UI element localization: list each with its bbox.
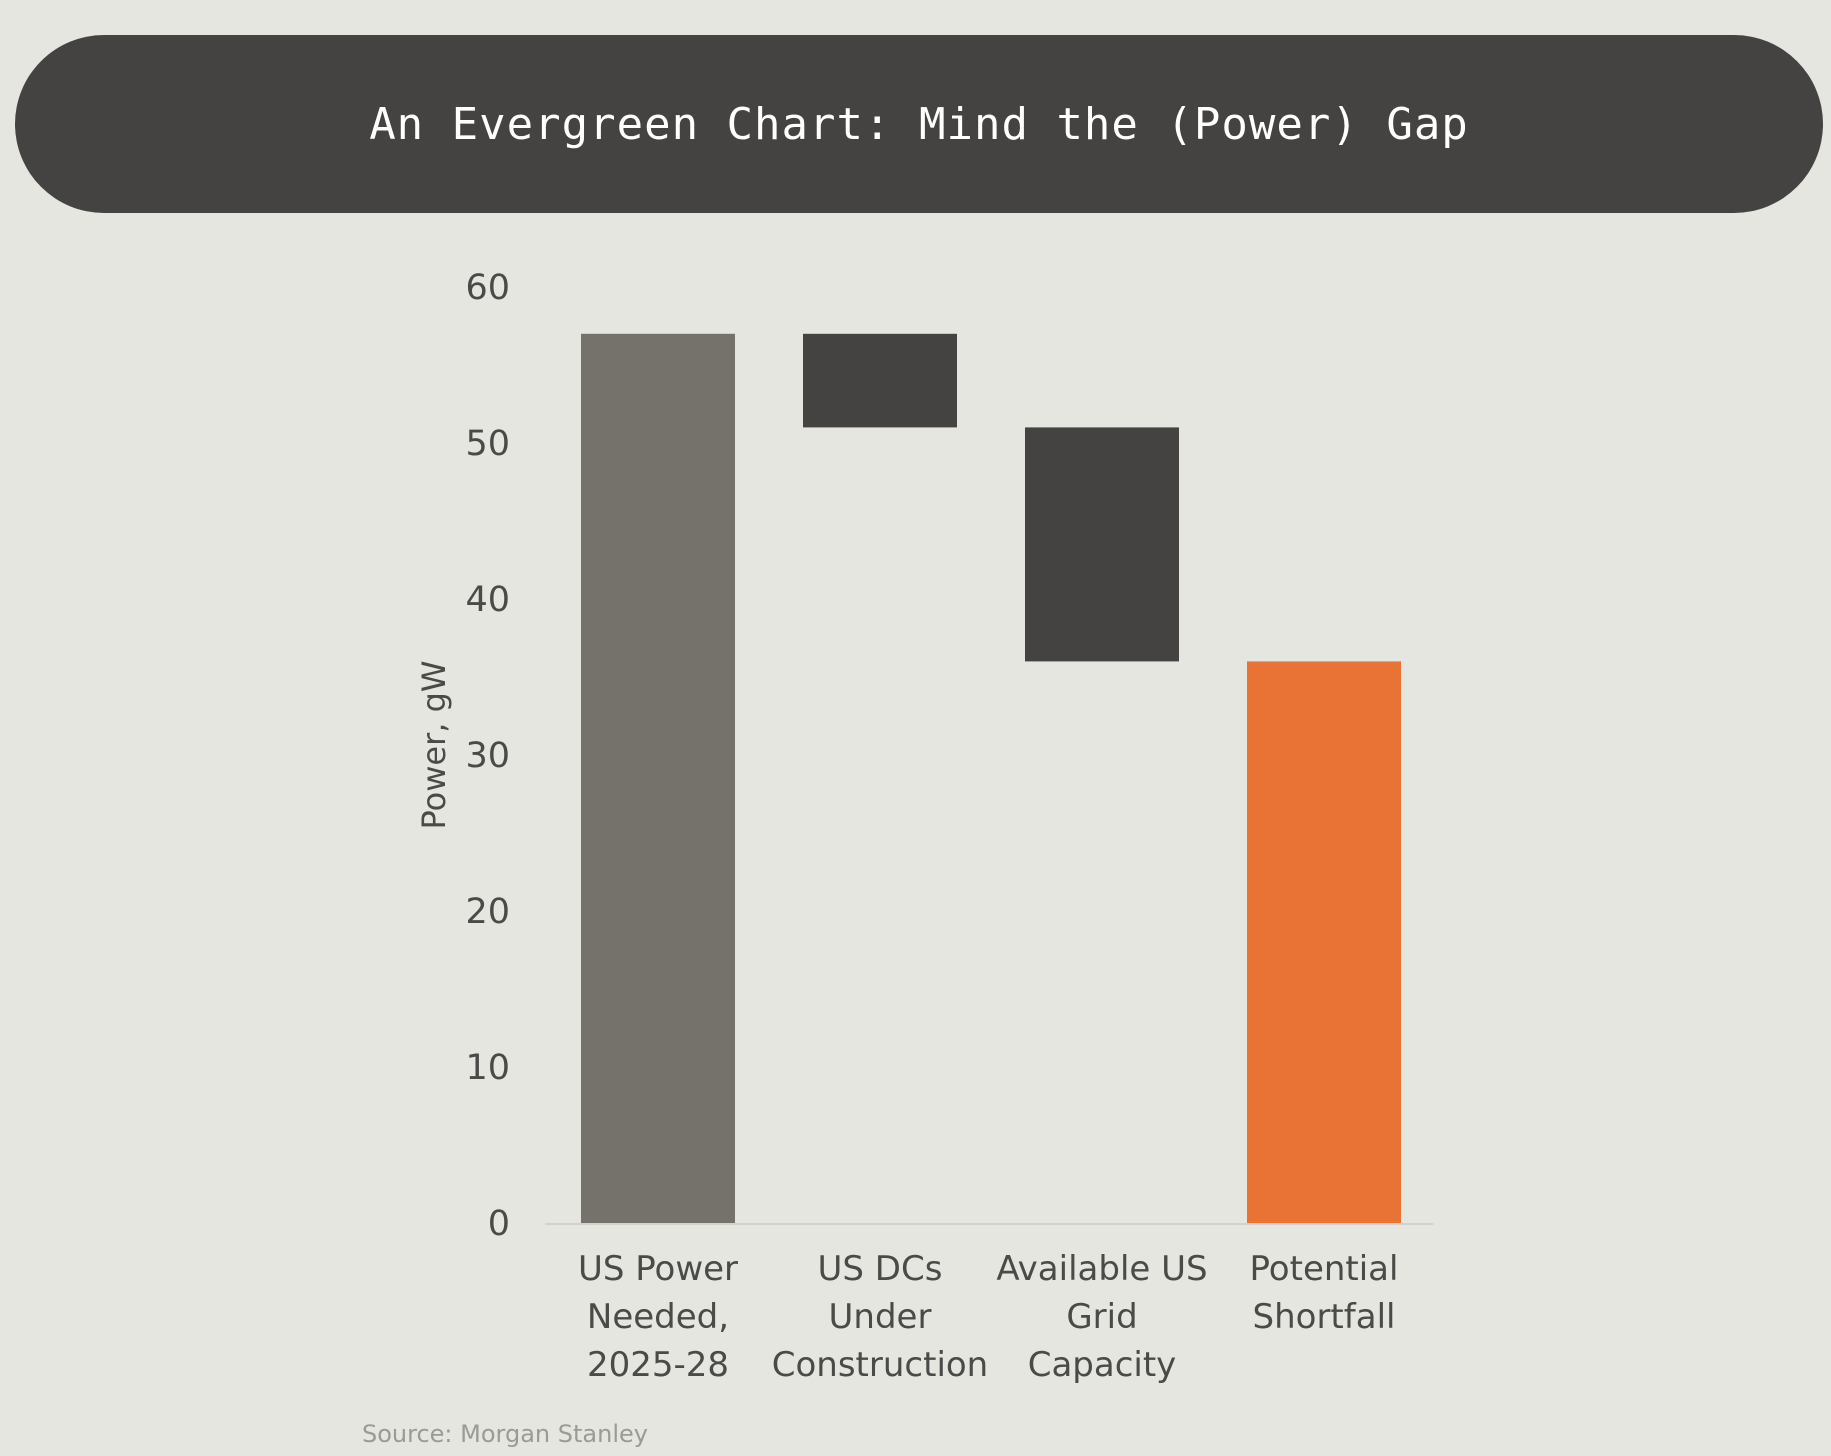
y-tick-label: 0 [488,1204,510,1244]
bar-decrease [803,333,957,428]
chart-title: An Evergreen Chart: Mind the (Power) Gap [369,98,1469,150]
y-tick-label: 10 [465,1048,510,1088]
y-tick-label: 40 [465,580,510,620]
y-tick-label: 60 [465,268,510,308]
bar-decrease [1025,427,1179,662]
y-tick-label: 50 [465,424,510,464]
title-banner: An Evergreen Chart: Mind the (Power) Gap [15,35,1823,213]
x-category-label: Potential Shortfall [1250,1249,1399,1337]
y-tick-label: 30 [465,736,510,776]
bar-shortfall [1247,661,1401,1223]
x-category-label: US Power Needed, 2025-28 [578,1249,738,1385]
x-category-label: US DCs Under Construction [772,1249,988,1385]
x-category-label: Available US Grid Capacity [996,1249,1207,1385]
y-axis-title: Power, gW [415,660,453,829]
y-tick-label: 20 [465,892,510,932]
source-note: Source: Morgan Stanley [362,1420,648,1448]
bar-total [581,333,735,1223]
